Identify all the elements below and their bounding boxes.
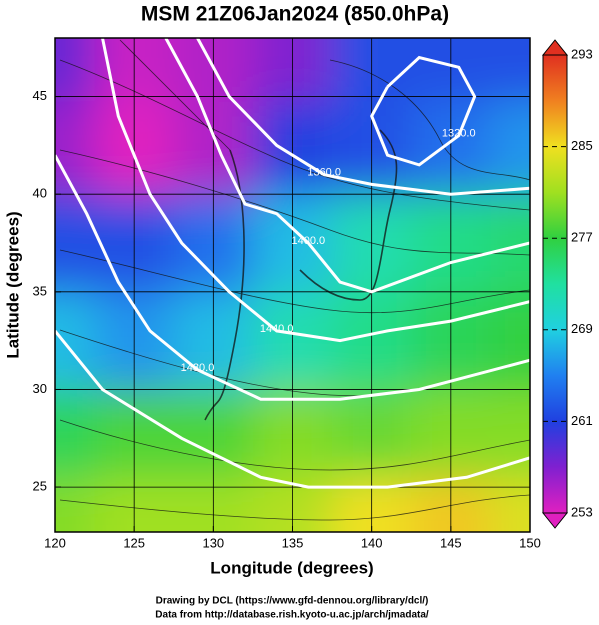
y-tick-label: 30 [33, 381, 47, 396]
field-cell [173, 477, 254, 532]
contour-label: 1440.0 [260, 323, 294, 335]
colorbar [542, 54, 568, 514]
contour-line [55, 329, 530, 489]
colorbar-tick-label: 269 [571, 321, 593, 336]
contour-line [370, 55, 477, 167]
y-tick-label: 35 [33, 283, 47, 298]
field-cell [332, 38, 413, 103]
contour-label: 1480.0 [181, 362, 215, 374]
field-cell [55, 101, 96, 196]
x-axis-label: Longitude (degrees) [210, 558, 373, 577]
field-cell [411, 38, 492, 103]
contour-line [101, 38, 530, 343]
field-cell [252, 38, 334, 103]
y-tick-label: 40 [33, 186, 47, 201]
footer-line: Data from http://database.rish.kyoto-u.a… [155, 610, 429, 621]
footer-line: Drawing by DCL (https://www.gfd-dennou.o… [156, 596, 429, 607]
field-cell [411, 194, 492, 293]
field-cell [252, 101, 334, 196]
x-tick-label: 125 [123, 535, 145, 550]
field-cell [411, 477, 492, 532]
y-tick-label: 25 [33, 479, 47, 494]
field-cell [55, 389, 96, 479]
x-tick-label: 130 [202, 535, 224, 550]
field-cell [173, 389, 254, 479]
field-cell [173, 101, 254, 196]
field-cell [94, 194, 175, 293]
colorbar-tick-label: 253 [571, 504, 593, 519]
field-cell [411, 101, 492, 196]
contour-line [196, 38, 530, 196]
chart-title: MSM 21Z06Jan2024 (850.0hPa) [141, 3, 449, 26]
field-cell [411, 291, 492, 391]
x-tick-label: 140 [361, 535, 383, 550]
field-cell [94, 101, 175, 196]
field-cell [94, 389, 175, 479]
field-cell [332, 291, 413, 391]
field-cell [55, 38, 96, 103]
colorbar-tick-label: 261 [571, 413, 593, 428]
field-cell [252, 291, 334, 391]
colorbar-tick-label: 285 [571, 138, 593, 153]
field-cell [252, 389, 334, 479]
contour-label: 1360.0 [307, 167, 341, 179]
field [55, 38, 530, 532]
field-cell [55, 194, 96, 293]
field-cell [332, 389, 413, 479]
x-tick-label: 135 [282, 535, 304, 550]
x-tick-label: 150 [519, 535, 541, 550]
field-cell [490, 101, 530, 196]
y-axis-label: Latitude (degrees) [3, 211, 22, 358]
field-cell [94, 477, 175, 532]
contour-line [55, 154, 530, 401]
contour-label: 1400.0 [292, 235, 326, 247]
x-tick-label: 120 [44, 535, 66, 550]
x-tick-label: 145 [440, 535, 462, 550]
contour-line [164, 38, 530, 294]
contour-label: 1320.0 [442, 128, 476, 140]
colorbar-tick-label: 277 [571, 230, 593, 245]
field-cell [490, 477, 530, 532]
colorbar-tick-label: 293 [571, 46, 593, 61]
field-cell [411, 389, 492, 479]
colorbar-extend [541, 512, 569, 529]
colorbar-extend [541, 39, 569, 56]
y-tick-label: 45 [33, 88, 47, 103]
field-cell [55, 477, 96, 532]
field-cell [490, 38, 530, 103]
